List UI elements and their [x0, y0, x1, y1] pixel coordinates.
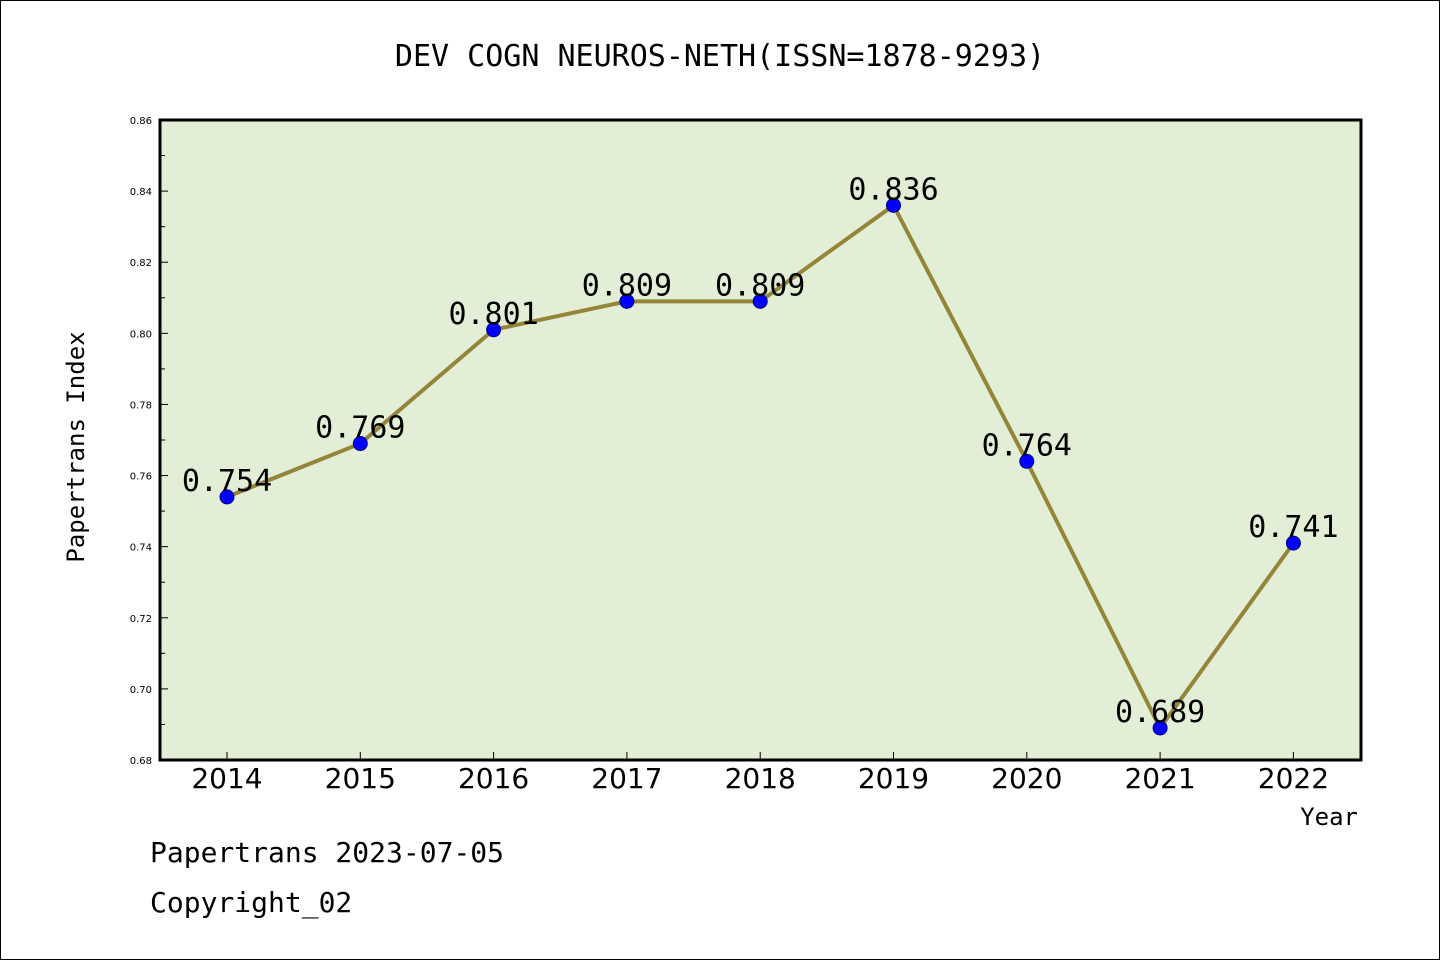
data-label: 0.801 [448, 297, 538, 332]
y-tick-label: 0.80 [130, 329, 152, 340]
x-axis-label: Year [1300, 803, 1358, 831]
x-tick-label: 2018 [725, 762, 796, 795]
data-label: 0.809 [582, 268, 672, 303]
data-point [752, 293, 768, 309]
y-tick-label: 0.82 [130, 258, 152, 269]
data-label: 0.836 [848, 172, 938, 207]
data-label: 0.809 [715, 268, 805, 303]
data-point [619, 293, 635, 309]
y-tick-label: 0.78 [130, 400, 152, 411]
y-tick-label: 0.74 [130, 543, 152, 554]
data-point [219, 489, 235, 505]
x-tick-label: 2016 [458, 762, 529, 795]
chart-title: DEV COGN NEUROS-NETH(ISSN=1878-9293) [395, 39, 1045, 74]
y-tick-label: 0.70 [130, 685, 152, 696]
footer-date: Papertrans 2023-07-05 [150, 836, 505, 869]
x-tick-label: 2015 [325, 762, 396, 795]
data-label: 0.769 [315, 411, 405, 446]
data-point [886, 197, 901, 213]
x-tick-label: 2014 [191, 762, 262, 795]
x-axis: 2014 2015 2016 2017 2018 2019 2020 2021 2022 [191, 752, 1329, 795]
data-point [1152, 720, 1168, 736]
y-tick-label: 0.84 [130, 187, 152, 198]
data-label: 0.764 [982, 428, 1072, 463]
data-point [486, 322, 502, 338]
y-tick-label: 0.68 [130, 756, 152, 767]
y-axis-label: Papertrans Index [62, 331, 90, 562]
x-tick-label: 2017 [591, 762, 662, 795]
y-tick-label: 0.72 [130, 614, 152, 625]
data-point [1285, 535, 1301, 551]
footer-copyright: Copyright_02 [150, 886, 353, 919]
data-label: 0.741 [1248, 510, 1338, 545]
x-tick-label: 2019 [858, 762, 929, 795]
data-label: 0.689 [1115, 695, 1205, 730]
x-tick-label: 2022 [1258, 762, 1329, 795]
x-tick-label: 2020 [991, 762, 1062, 795]
data-point [1019, 453, 1035, 469]
y-axis: 0.68 0.70 0.72 0.74 0.76 0.78 0.80 0.82 0.84 0.86 [130, 116, 168, 767]
series-group: 0.754 0.769 0.801 0.809 0.809 0.836 0.764 0.689… [182, 172, 1339, 736]
y-tick-label: 0.86 [130, 116, 152, 127]
data-point [352, 436, 368, 452]
data-label: 0.754 [182, 464, 272, 499]
y-tick-label: 0.76 [130, 472, 152, 483]
x-tick-label: 2021 [1124, 762, 1195, 795]
